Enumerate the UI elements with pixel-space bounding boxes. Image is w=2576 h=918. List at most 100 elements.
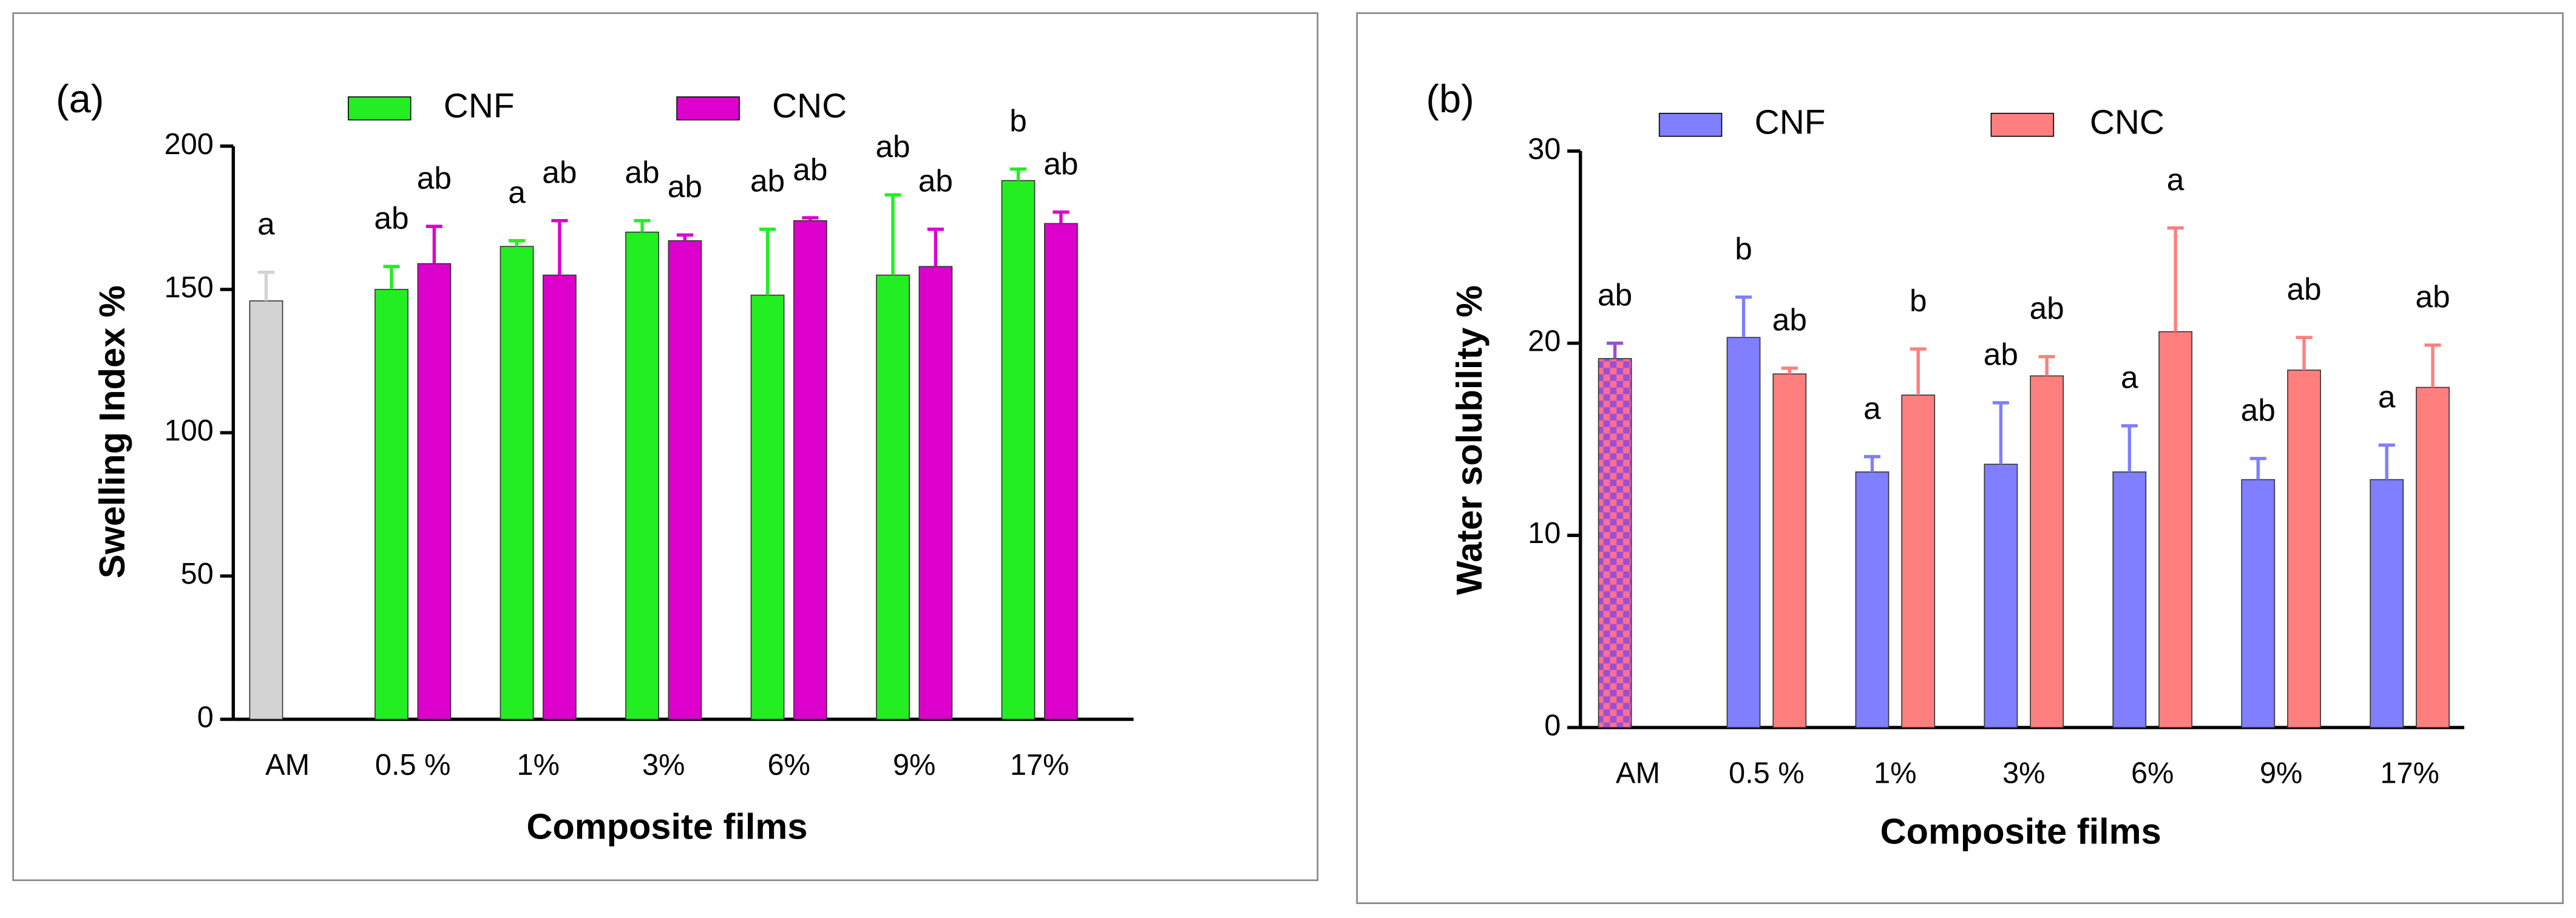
significance-letter: b <box>1910 283 1927 318</box>
x-axis-title: Composite films <box>1880 811 2161 852</box>
y-tick-label: 20 <box>1528 325 1561 358</box>
significance-letter: ab <box>1598 277 1632 312</box>
significance-letter: ab <box>2415 279 2450 314</box>
error-bar <box>551 218 568 275</box>
legend-label: CNC <box>772 87 847 126</box>
bar <box>375 289 408 720</box>
x-tick-label: AM <box>1616 757 1660 789</box>
x-tick-label: 0.5 % <box>1729 757 1805 789</box>
panel-label: (b) <box>1426 76 1474 121</box>
x-tick-label: 9% <box>893 749 935 781</box>
bar <box>918 266 953 720</box>
significance-letter: ab <box>1043 146 1078 181</box>
bar <box>750 294 785 720</box>
significance-letter: ab <box>750 163 785 198</box>
significance-letter: ab <box>2030 291 2064 326</box>
error-bar <box>2167 226 2184 332</box>
error-bar <box>1863 454 1881 472</box>
bar <box>417 263 452 720</box>
error-bar <box>508 239 526 247</box>
y-axis-title: Swelling Index % <box>92 285 132 578</box>
significance-letter: ab <box>2241 392 2276 427</box>
legend-label: CNC <box>2090 104 2164 142</box>
legend-label: CNF <box>444 87 515 126</box>
error-bar <box>676 233 693 241</box>
error-bar <box>1735 295 1752 338</box>
significance-letter: ab <box>918 163 953 198</box>
significance-letter: ab <box>374 200 408 235</box>
error-bar <box>1052 210 1069 224</box>
bar <box>2241 479 2276 728</box>
error-bar <box>1910 347 1927 396</box>
y-tick-label: 200 <box>164 128 214 161</box>
significance-letter: a <box>2121 360 2138 395</box>
bar <box>500 246 534 720</box>
x-axis-title: Composite films <box>526 806 807 847</box>
error-bar <box>759 228 776 295</box>
bar <box>543 274 577 720</box>
error-bar <box>884 193 901 275</box>
x-tick-label: 6% <box>2131 757 2174 789</box>
significance-letter: ab <box>668 169 702 204</box>
error-bar <box>1607 341 1624 359</box>
panel-label: (a) <box>56 76 104 121</box>
error-bar <box>2249 456 2266 480</box>
bar <box>2416 386 2450 728</box>
bar <box>2370 479 2404 728</box>
significance-letter: ab <box>875 129 910 164</box>
y-tick-label: 50 <box>181 558 214 590</box>
significance-letter: ab <box>1772 302 1807 337</box>
error-bar <box>2121 424 2138 472</box>
bar <box>2158 331 2192 728</box>
x-tick-label: 3% <box>2002 757 2045 789</box>
legend-swatch <box>348 96 412 121</box>
x-tick-label: 0.5 % <box>375 749 451 781</box>
bar <box>2030 375 2064 728</box>
y-axis-title: Water solubility % <box>1449 285 1490 595</box>
x-tick-label: AM <box>265 749 310 781</box>
x-tick-label: 17% <box>1010 749 1069 781</box>
bar <box>249 300 283 720</box>
error-bar <box>1992 401 2009 465</box>
x-tick-label: 9% <box>2260 757 2302 789</box>
bar <box>1855 471 1890 728</box>
error-bar <box>257 270 275 301</box>
error-bar <box>2296 336 2313 371</box>
legend-label: CNF <box>1755 104 1826 142</box>
significance-letter: ab <box>542 154 577 189</box>
x-tick-label: 1% <box>1874 757 1916 789</box>
significance-letter: a <box>508 175 526 210</box>
x-tick-label: 3% <box>642 749 685 781</box>
significance-letter: a <box>257 206 275 241</box>
significance-letter: a <box>1863 390 1881 425</box>
y-tick-label: 150 <box>164 271 214 304</box>
error-bar <box>634 218 651 232</box>
legend-swatch <box>1990 112 2055 137</box>
bar <box>625 231 659 720</box>
error-bar <box>802 216 819 221</box>
error-bar <box>1010 167 1027 181</box>
panel-frame <box>12 12 1319 882</box>
error-bar <box>2378 443 2395 480</box>
bar <box>1598 358 1632 728</box>
significance-letter: a <box>2378 379 2396 414</box>
bar <box>2112 471 2147 728</box>
error-bar <box>2424 343 2441 388</box>
significance-letter: ab <box>417 160 452 195</box>
y-tick-label: 30 <box>1528 133 1561 166</box>
bar <box>1044 223 1078 720</box>
legend-swatch <box>676 96 740 121</box>
significance-letter: ab <box>625 154 659 189</box>
significance-letter: ab <box>2286 271 2321 306</box>
bar <box>1726 337 1761 728</box>
x-tick-label: 1% <box>517 749 559 781</box>
y-tick-label: 0 <box>1544 709 1561 742</box>
error-bar <box>2038 355 2055 376</box>
y-tick-label: 0 <box>197 701 214 734</box>
error-bar <box>1781 366 1798 374</box>
error-bar <box>425 224 442 264</box>
legend-swatch <box>1658 112 1723 137</box>
y-tick-label: 10 <box>1528 517 1561 550</box>
panel-frame <box>1356 12 2564 904</box>
